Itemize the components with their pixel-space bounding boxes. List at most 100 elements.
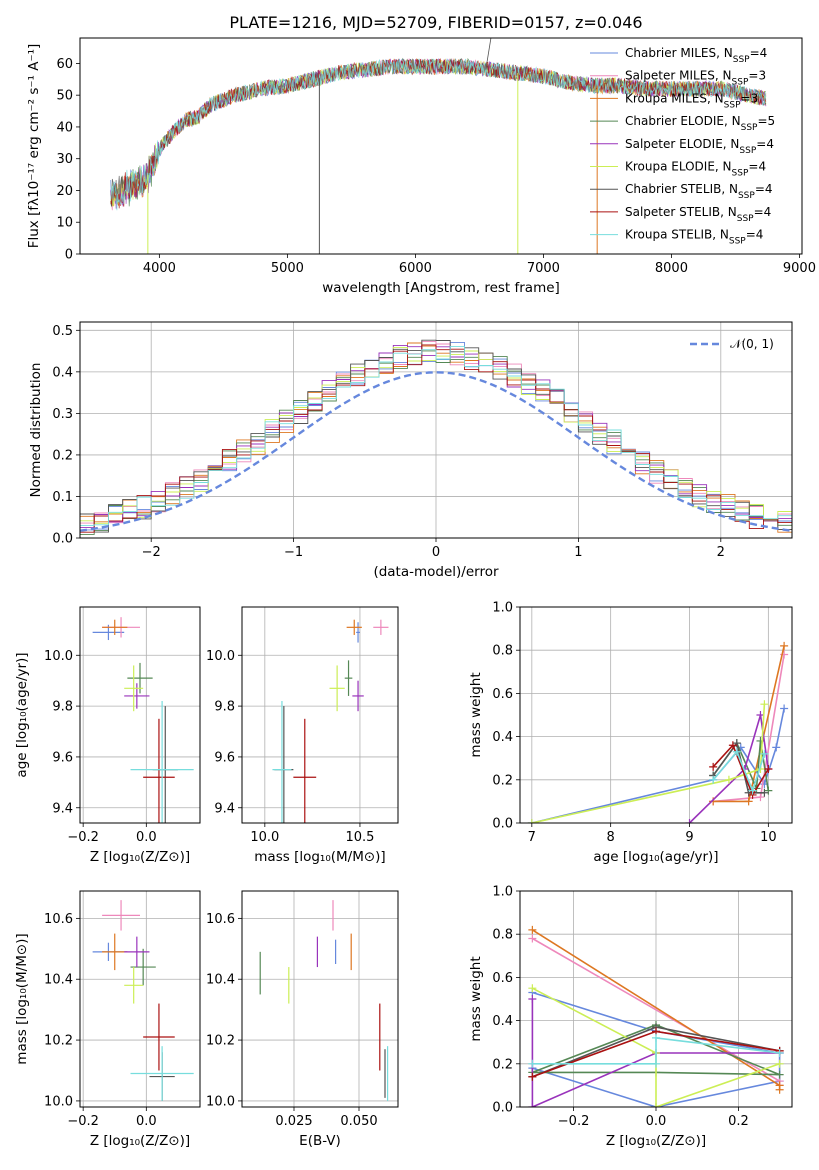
y-tick-label: 1.0 — [492, 601, 513, 616]
series-marker-KM — [744, 797, 753, 806]
plot-area — [259, 900, 389, 1101]
series-marker-CM — [780, 704, 789, 713]
axes-frame — [79, 606, 201, 824]
y-tick-label: 10 — [56, 216, 73, 231]
y-tick-label: 0.0 — [492, 817, 513, 832]
x-tick-label: 0.0 — [136, 830, 157, 845]
panel-mass-vs-EBV: 0.025 0.050 10.0 10.2 10.4 10.6 E(B-V) — [206, 890, 399, 1149]
series-marker-CS — [760, 788, 769, 797]
y-tick-label: 10.4 — [206, 973, 235, 988]
y-tick-label: 10.2 — [44, 1034, 73, 1049]
axes-frame — [241, 890, 399, 1108]
series-marker-KS — [652, 1059, 660, 1068]
series-marker-KM — [528, 925, 537, 934]
series-line-KE — [531, 704, 766, 823]
y-tick-label: 9.6 — [52, 750, 73, 765]
x-tick-label: 2 — [717, 545, 725, 560]
axes-frame — [79, 37, 803, 255]
y-tick-label: 10.0 — [206, 1094, 235, 1109]
panel-age-vs-Z: −0.2 0.0 9.4 9.6 9.8 10.0 Z [log₁₀(Z/Z⊙)] age [… — [14, 606, 201, 865]
x-tick-label: 0.0 — [136, 1114, 157, 1129]
y-tick-label: 10.0 — [206, 649, 235, 664]
y-tick-label: 0.3 — [52, 407, 73, 422]
x-tick-label: 6000 — [399, 261, 432, 276]
y-tick-label: 0.8 — [492, 644, 513, 659]
legend-label-SS: Salpeter STELIB, NSSP=4 — [625, 205, 771, 224]
series-line-KS — [712, 750, 766, 793]
y-axis-label: mass weight — [468, 672, 484, 757]
series-marker-KE — [724, 775, 733, 784]
plot-area — [528, 925, 784, 1107]
series-marker-SS — [764, 765, 773, 773]
series-marker-CE — [764, 786, 773, 795]
legend-label-KS: Kroupa STELIB, NSSP=4 — [625, 228, 763, 247]
x-axis-label: age [log₁₀(age/yr)] — [593, 849, 718, 865]
y-axis-label: mass [log₁₀(M/M⊙)] — [14, 933, 30, 1064]
x-tick-label: 10.0 — [250, 830, 279, 845]
x-axis-label: Z [log₁₀(Z/Z⊙)] — [606, 1133, 706, 1149]
y-tick-label: 0 — [65, 248, 73, 263]
series-marker-KE — [760, 700, 769, 709]
y-tick-label: 10.0 — [44, 1094, 73, 1109]
axes-frame — [519, 606, 793, 824]
x-tick-label: 0.050 — [340, 1114, 377, 1129]
series-marker-KS — [760, 749, 769, 758]
y-tick-label: 9.6 — [214, 750, 235, 765]
x-tick-label: −0.2 — [558, 1114, 590, 1129]
axes-frame — [241, 606, 399, 824]
y-tick-label: 9.4 — [214, 801, 235, 816]
y-tick-label: 0.5 — [52, 324, 73, 339]
hist-step-KS — [80, 346, 792, 526]
x-tick-label: 0.025 — [275, 1114, 312, 1129]
y-tick-label: 20 — [56, 184, 73, 199]
series-line-SE — [531, 999, 780, 1107]
y-tick-label: 0.0 — [52, 532, 73, 547]
series-marker-SS — [728, 741, 737, 750]
x-tick-label: 7000 — [527, 261, 560, 276]
series-line-KE — [532, 987, 780, 1107]
series-line-CM — [531, 708, 785, 823]
series-marker-KE — [652, 1103, 660, 1107]
series-marker-SS — [709, 762, 718, 771]
plot-area — [527, 641, 789, 823]
panel-age-vs-mass: 10.0 10.5 9.4 9.6 9.8 10.0 mass [log₁₀(M/M⊙)] — [206, 606, 399, 865]
series-marker-KS — [709, 775, 718, 784]
series-marker-KM — [709, 797, 718, 806]
y-tick-label: 0.2 — [52, 448, 73, 463]
series-marker-CM — [772, 743, 781, 752]
series-marker-KS — [732, 747, 741, 756]
panel-weight-vs-Z: −0.2 0.0 0.2 0.0 0.2 0.4 0.6 0.8 1.0 Z [log₁₀(Z/Z… — [468, 885, 793, 1149]
y-tick-label: 0.2 — [492, 1057, 513, 1072]
x-axis-label: (data-model)/error — [373, 564, 499, 580]
series-marker-KS — [528, 1059, 537, 1068]
series-marker-CE — [775, 1070, 784, 1079]
y-tick-label: 0.4 — [492, 730, 513, 745]
series-marker-KE — [775, 1059, 784, 1068]
y-tick-label: 30 — [56, 152, 73, 167]
plot-area — [92, 900, 194, 1101]
legend-label-SE: Salpeter ELODIE, NSSP=4 — [625, 137, 774, 156]
x-tick-label: 10.5 — [345, 830, 374, 845]
y-axis-label: Flux [fλ10⁻¹⁷ erg cm⁻² s⁻¹ A⁻¹] — [26, 44, 42, 249]
x-tick-label: 0.0 — [646, 1114, 667, 1129]
x-tick-label: 8 — [607, 830, 615, 845]
y-tick-label: 0.2 — [492, 773, 513, 788]
y-tick-label: 9.4 — [52, 801, 73, 816]
y-tick-label: 0.0 — [492, 1101, 513, 1116]
y-tick-label: 0.1 — [52, 490, 73, 505]
series-marker-SS — [528, 1072, 537, 1081]
plot-area — [272, 619, 389, 823]
y-tick-label: 40 — [56, 120, 73, 135]
series-marker-KS — [775, 1049, 784, 1057]
series-marker-KM — [780, 641, 789, 650]
x-axis-label: E(B-V) — [299, 1133, 341, 1149]
legend-normal-label: 𝒩(0, 1) — [730, 337, 774, 351]
y-tick-label: 10.6 — [206, 912, 235, 927]
spectrum-spike — [485, 38, 492, 70]
legend: Chabrier MILES, NSSP=4 Salpeter MILES, NS… — [590, 46, 775, 247]
legend-label-CM: Chabrier MILES, NSSP=4 — [625, 46, 767, 65]
y-tick-label: 9.8 — [52, 700, 73, 715]
y-tick-label: 1.0 — [492, 885, 513, 900]
hist-step-SS — [80, 344, 792, 533]
